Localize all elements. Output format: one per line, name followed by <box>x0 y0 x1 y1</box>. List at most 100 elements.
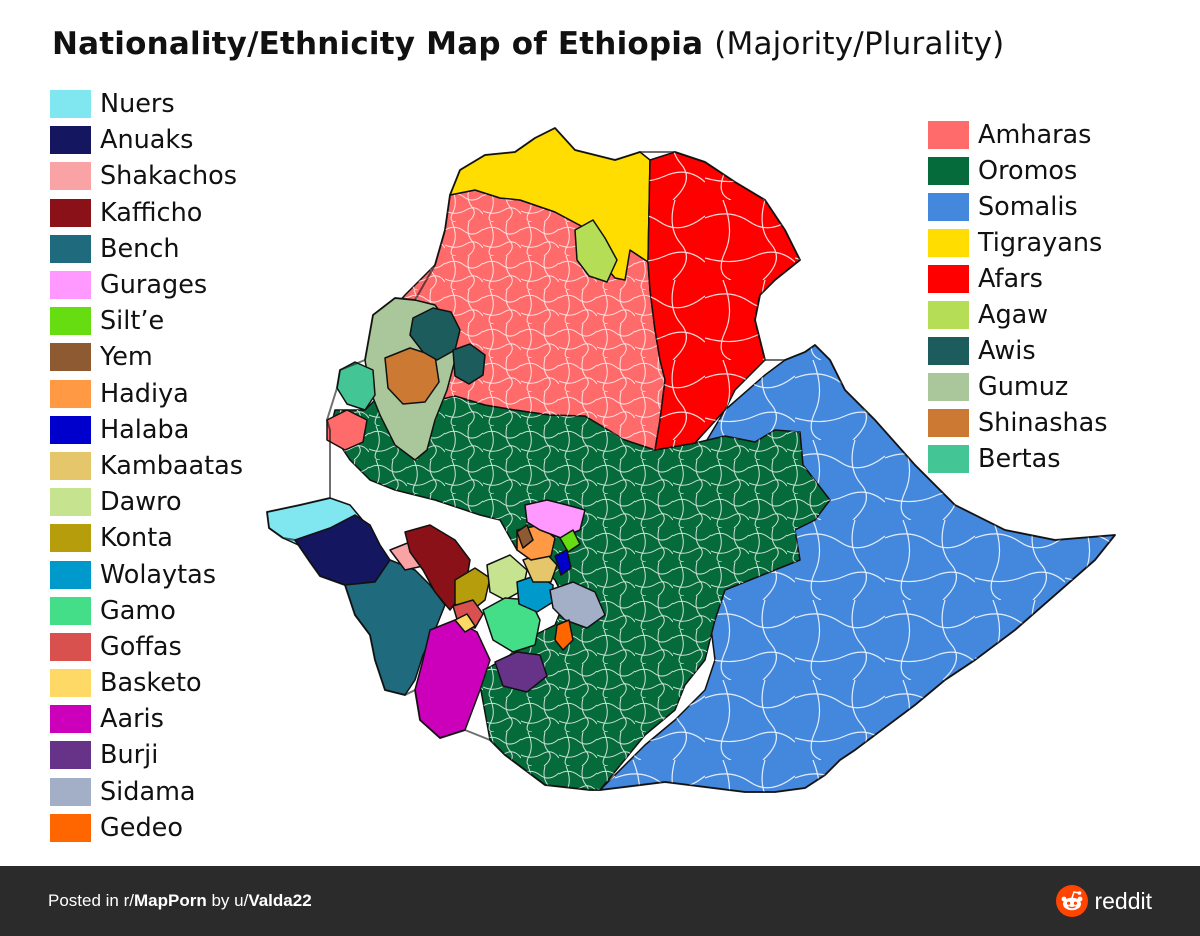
region-awis-2 <box>452 343 486 385</box>
region-yem <box>516 524 534 549</box>
map-title: Nationality/Ethnicity Map of Ethiopia (M… <box>52 26 1004 62</box>
region-gamo <box>482 597 541 653</box>
legend-label: Bench <box>100 233 180 264</box>
legend-item: Burji <box>50 737 243 773</box>
legend-item: Goffas <box>50 629 243 665</box>
legend-label: Shakachos <box>100 161 237 192</box>
ethiopia-map <box>266 127 1116 793</box>
legend-label: Sidama <box>100 776 196 807</box>
region-sidama <box>549 581 606 629</box>
legend-swatch <box>50 198 91 227</box>
legend-item: Hadiya <box>50 376 243 412</box>
legend-label: Anuaks <box>100 125 194 156</box>
legend-item: Agaw <box>928 297 1108 333</box>
legend-swatch <box>50 560 91 589</box>
region-silte <box>559 529 581 553</box>
legend-item: Basketo <box>50 665 243 701</box>
legend-swatch <box>50 271 91 300</box>
legend-item: Gumuz <box>928 369 1108 405</box>
legend-item: Shinashas <box>928 405 1108 441</box>
legend-label: Amharas <box>978 120 1092 150</box>
region-shinashas <box>384 347 440 405</box>
ethiopia-border <box>266 127 1116 793</box>
username-link[interactable]: Valda22 <box>248 891 312 910</box>
posted-prefix: Posted in r/ <box>48 891 134 910</box>
region-halaba <box>554 549 572 576</box>
legend-label: Nuers <box>100 89 175 120</box>
footer-bar: Posted in r/MapPorn by u/Valda22 reddit <box>0 866 1200 936</box>
legend-right: Amharas Oromos Somalis Tigrayans Afars Agaw Aw… <box>928 117 1108 477</box>
legend-label: Aaris <box>100 704 164 735</box>
legend-swatch <box>928 337 969 365</box>
legend-item: Gurages <box>50 267 243 303</box>
legend-item: Kafficho <box>50 195 243 231</box>
legend-label: Kafficho <box>100 197 203 228</box>
region-gedeo <box>554 619 574 651</box>
legend-item: Halaba <box>50 412 243 448</box>
reddit-brand-link[interactable]: reddit <box>1056 885 1152 917</box>
region-konta <box>454 567 491 613</box>
legend-item: Anuaks <box>50 122 243 158</box>
legend-label: Bertas <box>978 444 1061 474</box>
legend-label: Agaw <box>978 300 1049 330</box>
legend-swatch <box>50 343 91 372</box>
legend-item: Somalis <box>928 189 1108 225</box>
legend-label: Awis <box>978 336 1036 366</box>
legend-swatch <box>928 445 969 473</box>
legend-swatch <box>928 301 969 329</box>
legend-item: Kambaatas <box>50 448 243 484</box>
legend-swatch <box>50 451 91 480</box>
legend-label: Shinashas <box>978 408 1108 438</box>
legend-label: Gurages <box>100 270 208 301</box>
reddit-logo-icon <box>1056 885 1089 917</box>
reddit-wordmark: reddit <box>1094 887 1152 914</box>
legend-swatch <box>50 524 91 553</box>
legend-swatch <box>928 121 969 149</box>
legend-item: Bertas <box>928 441 1108 477</box>
legend-swatch <box>50 307 91 336</box>
legend-label: Gumuz <box>978 372 1069 402</box>
posted-in-text: Posted in r/MapPorn by u/Valda22 <box>48 891 312 911</box>
region-basketo <box>454 613 476 633</box>
legend-swatch <box>928 157 969 185</box>
legend-label: Gamo <box>100 595 176 626</box>
legend-swatch <box>928 193 969 221</box>
legend-swatch <box>928 265 969 293</box>
legend-item: Sidama <box>50 774 243 810</box>
legend-item: Yem <box>50 339 243 375</box>
legend-swatch <box>928 373 969 401</box>
legend-label: Burji <box>100 740 159 771</box>
legend-label: Silt’e <box>100 306 165 337</box>
legend-item: Awis <box>928 333 1108 369</box>
legend-swatch <box>50 234 91 263</box>
legend-swatch <box>50 162 91 191</box>
legend-swatch <box>50 415 91 444</box>
legend-swatch <box>928 409 969 437</box>
legend-item: Shakachos <box>50 158 243 194</box>
region-gurages <box>524 499 586 539</box>
legend-swatch <box>50 596 91 625</box>
legend-label: Afars <box>978 264 1043 294</box>
legend-label: Halaba <box>100 414 190 445</box>
legend-item: Bench <box>50 231 243 267</box>
legend-swatch <box>50 379 91 408</box>
legend-item: Amharas <box>928 117 1108 153</box>
legend-label: Hadiya <box>100 378 189 409</box>
legend-swatch <box>50 90 91 119</box>
legend-label: Dawro <box>100 487 182 518</box>
map-title-sub: (Majority/Plurality) <box>714 26 1005 62</box>
legend-swatch <box>50 488 91 517</box>
legend-item: Afars <box>928 261 1108 297</box>
legend-label: Tigrayans <box>978 228 1103 258</box>
legend-swatch <box>50 632 91 661</box>
map-title-main: Nationality/Ethnicity Map of Ethiopia <box>52 26 704 62</box>
legend-item: Gedeo <box>50 810 243 846</box>
legend-item: Dawro <box>50 484 243 520</box>
subreddit-link[interactable]: MapPorn <box>134 891 207 910</box>
legend-item: Konta <box>50 520 243 556</box>
legend-swatch <box>928 229 969 257</box>
region-agaw <box>574 219 618 283</box>
legend-swatch <box>50 705 91 734</box>
legend-swatch <box>50 126 91 155</box>
legend-swatch <box>50 813 91 842</box>
